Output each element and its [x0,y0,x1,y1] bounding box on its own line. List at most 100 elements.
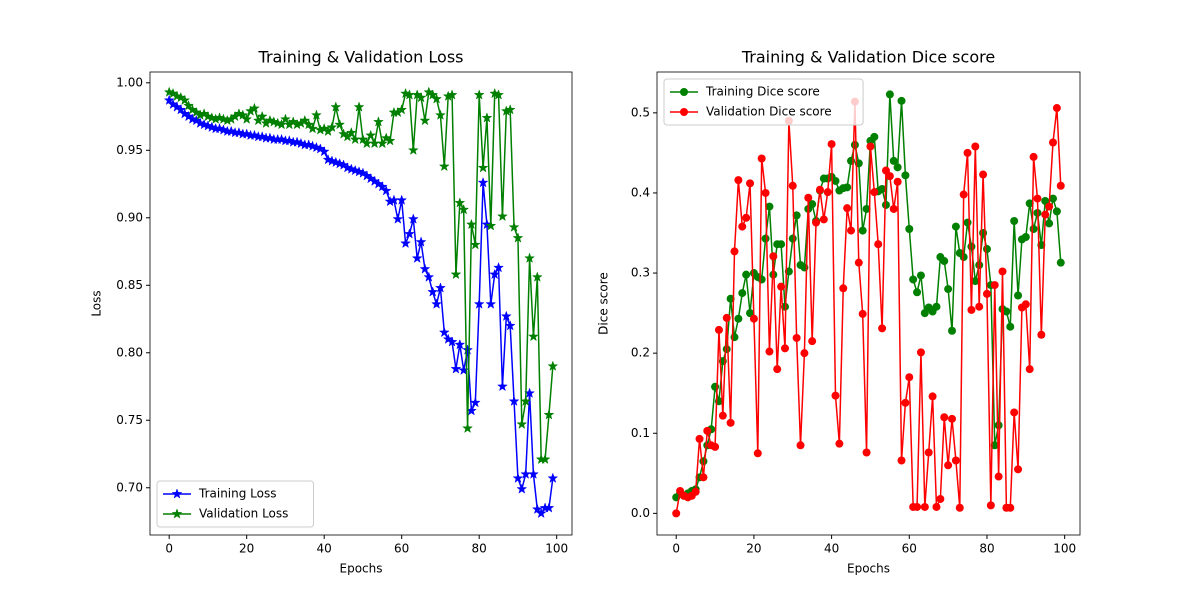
data-point [699,473,708,482]
data-point [1056,258,1065,267]
data-point [897,96,906,105]
data-point [746,309,755,318]
data-point [726,418,735,427]
data-point [967,305,976,314]
data-point [508,221,520,232]
data-point [1029,152,1038,161]
data-point [757,154,766,163]
legend-label: Validation Dice score [706,105,832,119]
data-point [248,102,260,114]
data-point [940,413,949,422]
data-point [516,483,528,494]
data-point [1052,104,1061,113]
data-point [858,309,867,318]
data-point [909,275,918,284]
data-point [769,252,778,261]
data-point [971,277,980,286]
data-point [975,302,984,311]
data-point [438,160,450,172]
data-point [749,314,758,323]
data-point [434,282,446,293]
data-point [1029,225,1038,234]
data-point [334,118,346,130]
x-tick-label: 100 [1053,542,1076,556]
data-point [1025,199,1034,208]
x-tick-label: 40 [317,542,332,556]
data-point [504,104,516,115]
y-tick-label: 0.2 [631,346,650,360]
data-point [1014,291,1023,300]
data-point [827,140,836,149]
data-point [889,204,898,213]
data-point [780,344,789,353]
data-point [1006,503,1015,512]
data-point [777,282,786,291]
data-point [372,116,384,127]
data-point [928,392,937,401]
data-point [365,129,377,141]
data-point [1049,138,1058,147]
data-point [726,294,735,303]
data-point [527,468,539,479]
data-point [994,421,1003,430]
data-point [714,325,723,334]
chart-title: Training & Validation Loss [258,48,464,67]
series-line [675,94,1062,498]
data-point [878,184,887,193]
y-tick-label: 0.3 [631,266,650,280]
y-tick-label: 0.75 [116,413,143,427]
series-line [675,101,1062,514]
x-tick-label: 20 [239,542,254,556]
data-point [916,271,925,280]
plot-frame [656,71,1081,536]
data-point [936,494,945,503]
data-point [920,502,929,511]
data-point [357,133,369,145]
legend-marker [171,508,183,519]
data-point [742,270,751,279]
data-point [800,349,809,358]
legend-label: Training Dice score [705,85,820,99]
data-point [757,275,766,284]
data-point [897,456,906,465]
y-tick-label: 0.70 [116,480,143,494]
y-tick-label: 0.4 [631,185,650,199]
y-tick-label: 0.95 [116,143,143,157]
data-point [535,507,547,519]
data-point [839,284,848,293]
y-tick-label: 0.5 [631,105,650,119]
data-point [963,148,972,157]
data-point [979,229,988,238]
data-point [524,252,536,263]
data-point [742,213,751,222]
data-point [415,91,427,103]
data-point [326,121,338,133]
data-point [477,176,489,188]
data-point [458,203,470,215]
data-point [920,309,929,318]
data-point [516,418,528,429]
data-point [1021,300,1030,309]
data-point [738,222,747,231]
data-point [446,336,458,347]
data-point [462,344,474,355]
data-point [423,271,435,282]
data-point [473,89,485,100]
data-point [1025,365,1034,374]
data-point [738,289,747,298]
data-point [975,261,984,270]
data-point [843,183,852,192]
data-point [493,89,505,100]
data-point [951,456,960,465]
data-point [893,163,902,172]
data-point [944,285,953,294]
data-point [462,422,474,434]
y-tick-label: 0.90 [116,210,143,224]
data-point [454,338,466,350]
data-point [485,220,497,231]
data-point [450,363,462,374]
data-point [403,228,415,239]
data-point [438,326,450,338]
legend-label: Validation Loss [199,507,288,521]
